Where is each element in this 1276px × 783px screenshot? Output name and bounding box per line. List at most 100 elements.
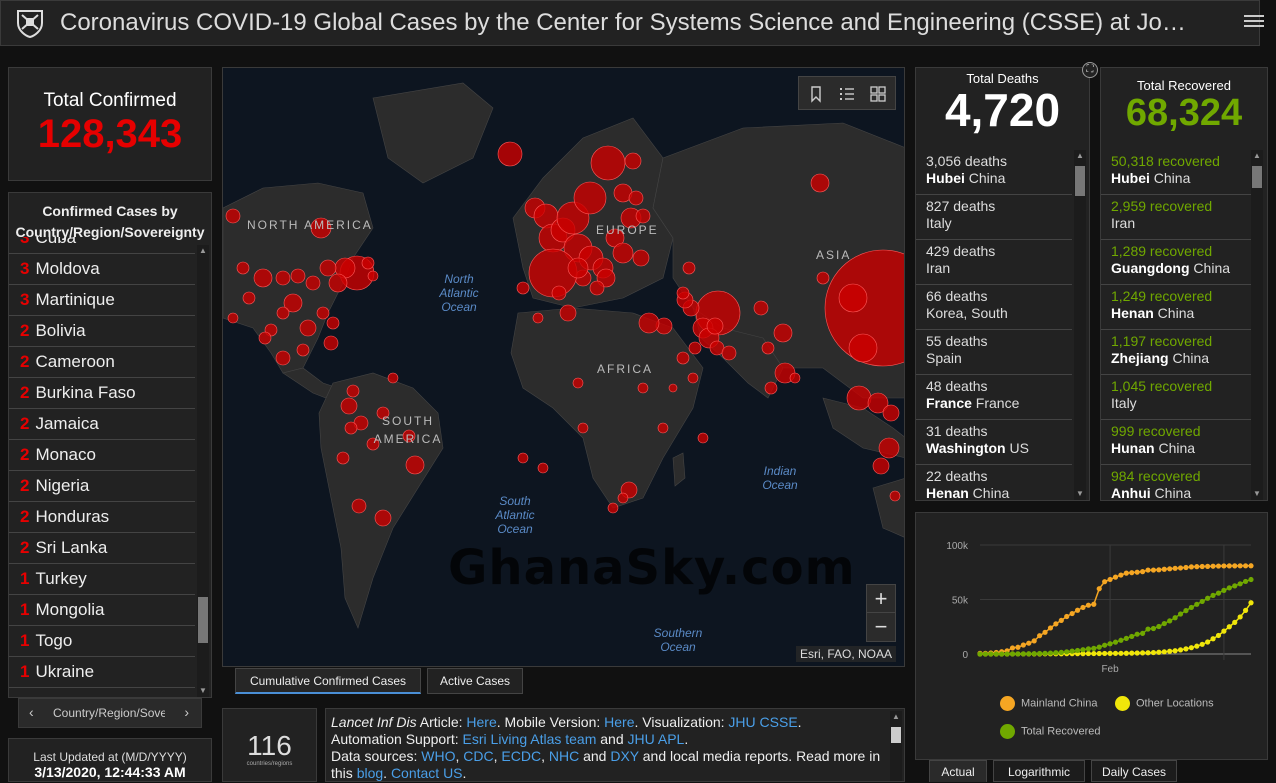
data-point[interactable] bbox=[1080, 604, 1086, 611]
case-bubble[interactable] bbox=[617, 492, 629, 504]
case-bubble[interactable] bbox=[572, 377, 584, 389]
data-point[interactable] bbox=[1123, 650, 1129, 656]
list-item[interactable]: 1 Togo bbox=[9, 626, 195, 657]
case-bubble[interactable] bbox=[537, 462, 549, 474]
data-point[interactable] bbox=[1210, 636, 1216, 642]
list-item[interactable]: 2 Monaco bbox=[9, 440, 195, 471]
case-bubble[interactable] bbox=[624, 152, 642, 170]
article-link[interactable]: Here bbox=[466, 714, 497, 730]
country-list[interactable]: 3 Cuba 3 Moldova 3 Martinique 2 Bolivia 2 Cameroo… bbox=[9, 237, 195, 697]
data-point[interactable] bbox=[1112, 650, 1119, 656]
data-point[interactable] bbox=[1026, 640, 1032, 646]
data-point[interactable] bbox=[1102, 650, 1108, 657]
case-bubble[interactable] bbox=[225, 208, 241, 224]
data-point[interactable] bbox=[1031, 638, 1037, 644]
list-item[interactable]: 50,318 recovered Hubei China bbox=[1101, 150, 1251, 195]
case-bubble[interactable] bbox=[316, 306, 330, 320]
data-point[interactable] bbox=[1210, 592, 1216, 598]
data-point[interactable] bbox=[1167, 648, 1173, 654]
data-point[interactable] bbox=[1058, 649, 1064, 655]
data-point[interactable] bbox=[977, 651, 983, 657]
case-bubble[interactable] bbox=[319, 259, 337, 277]
data-point[interactable] bbox=[1107, 641, 1113, 647]
list-item[interactable]: 1,197 recovered Zhejiang China bbox=[1101, 330, 1251, 375]
list-item[interactable]: 1,289 recovered Guangdong China bbox=[1101, 240, 1251, 285]
list-item[interactable]: 429 deaths Iran bbox=[916, 240, 1072, 285]
case-bubble[interactable] bbox=[816, 271, 830, 285]
case-bubble[interactable] bbox=[773, 323, 793, 343]
data-point[interactable] bbox=[1237, 581, 1243, 587]
data-point[interactable] bbox=[1129, 570, 1135, 576]
case-bubble[interactable] bbox=[326, 316, 340, 330]
case-bubble[interactable] bbox=[761, 341, 775, 355]
data-point[interactable] bbox=[1069, 610, 1075, 617]
data-point[interactable] bbox=[1194, 601, 1200, 607]
data-point[interactable] bbox=[1053, 650, 1059, 656]
case-bubble[interactable] bbox=[551, 285, 567, 301]
zoom-out-button[interactable]: − bbox=[866, 612, 896, 642]
data-point[interactable] bbox=[993, 651, 999, 657]
data-point[interactable] bbox=[1134, 650, 1140, 656]
data-point[interactable] bbox=[1058, 617, 1064, 624]
data-point[interactable] bbox=[1134, 631, 1140, 637]
data-point[interactable] bbox=[1161, 566, 1167, 572]
data-point[interactable] bbox=[1232, 619, 1238, 625]
scroll-up-icon[interactable]: ▲ bbox=[199, 246, 207, 255]
list-item[interactable]: 2 Bolivia bbox=[9, 316, 195, 347]
data-point[interactable] bbox=[1232, 563, 1238, 569]
list-item[interactable]: 999 recovered Hunan China bbox=[1101, 420, 1251, 465]
data-point[interactable] bbox=[1096, 644, 1102, 650]
case-bubble[interactable] bbox=[374, 509, 392, 527]
jhu-apl-link[interactable]: JHU APL bbox=[627, 731, 685, 747]
case-bubble[interactable] bbox=[296, 343, 310, 357]
data-point[interactable] bbox=[1221, 587, 1227, 593]
list-item[interactable]: 1 Ukraine bbox=[9, 657, 195, 688]
nhc-link[interactable]: NHC bbox=[548, 748, 580, 764]
ecdc-link[interactable]: ECDC bbox=[501, 748, 542, 764]
data-point[interactable] bbox=[1199, 563, 1205, 570]
bookmark-icon[interactable] bbox=[807, 85, 825, 103]
case-bubble[interactable] bbox=[607, 502, 619, 514]
data-point[interactable] bbox=[1053, 621, 1059, 627]
scroll-up-icon[interactable]: ▲ bbox=[1253, 151, 1261, 160]
case-bubble[interactable] bbox=[764, 381, 778, 395]
data-point[interactable] bbox=[1134, 569, 1140, 575]
data-point[interactable] bbox=[1221, 563, 1227, 569]
data-point[interactable] bbox=[1167, 618, 1173, 624]
data-point[interactable] bbox=[1009, 651, 1016, 657]
case-bubble[interactable] bbox=[589, 280, 605, 296]
case-bubble[interactable] bbox=[721, 345, 737, 361]
zoom-in-button[interactable]: + bbox=[866, 584, 896, 614]
data-point[interactable] bbox=[1194, 643, 1200, 649]
case-bubble[interactable] bbox=[637, 382, 649, 394]
list-item[interactable]: 2 Nigeria bbox=[9, 471, 195, 502]
data-point[interactable] bbox=[1199, 641, 1205, 647]
data-point[interactable] bbox=[1140, 650, 1146, 656]
data-point[interactable] bbox=[1194, 564, 1200, 570]
blog-link[interactable]: blog bbox=[356, 765, 384, 781]
data-point[interactable] bbox=[1107, 576, 1113, 583]
case-bubble[interactable] bbox=[789, 372, 801, 384]
data-point[interactable] bbox=[1037, 650, 1043, 657]
data-point[interactable] bbox=[1004, 651, 1010, 657]
data-point[interactable] bbox=[1150, 567, 1157, 573]
data-point[interactable] bbox=[1112, 639, 1119, 645]
case-bubble[interactable] bbox=[242, 291, 256, 305]
data-point[interactable] bbox=[1150, 625, 1157, 632]
case-bubble[interactable] bbox=[635, 208, 651, 224]
data-point[interactable] bbox=[1215, 632, 1222, 639]
list-item[interactable]: 31 deaths Washington US bbox=[916, 420, 1072, 465]
case-bubble[interactable] bbox=[706, 317, 724, 335]
list-item[interactable]: 2 Burkina Faso bbox=[9, 378, 195, 409]
data-point[interactable] bbox=[1107, 650, 1113, 657]
data-point[interactable] bbox=[1188, 564, 1194, 570]
list-item[interactable]: 984 recovered Anhui China bbox=[1101, 465, 1251, 500]
data-point[interactable] bbox=[1242, 607, 1249, 613]
who-link[interactable]: WHO bbox=[421, 748, 456, 764]
case-bubble[interactable] bbox=[810, 173, 830, 193]
data-point[interactable] bbox=[1183, 646, 1189, 652]
chevron-right-icon[interactable]: › bbox=[184, 704, 189, 720]
country-list-scrollbar[interactable]: ▲ ▼ bbox=[197, 245, 209, 697]
chart-tab-actual[interactable]: Actual bbox=[929, 760, 987, 782]
list-item[interactable]: 55 deaths Spain bbox=[916, 330, 1072, 375]
